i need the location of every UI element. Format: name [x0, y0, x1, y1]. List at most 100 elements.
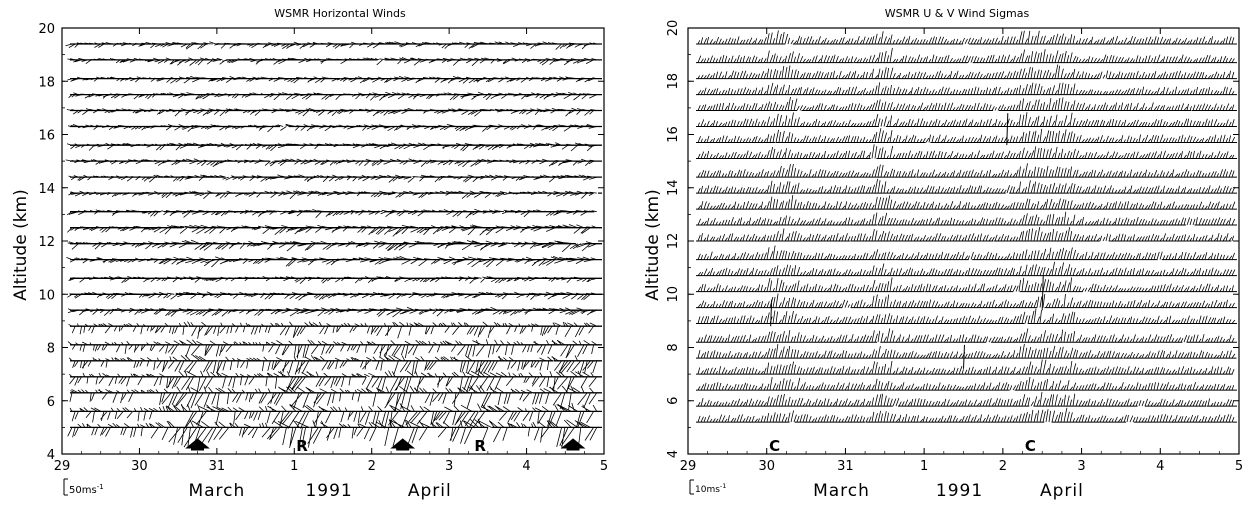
profile-row	[696, 328, 1237, 343]
profile-barbs	[697, 163, 1235, 178]
x-axis: 29 30 31 1 2 3 4 5	[54, 28, 608, 474]
profile-barbs	[697, 178, 1236, 194]
y-tick-label: 4	[47, 448, 55, 463]
profile-row	[66, 208, 597, 219]
y-tick-label: 10	[666, 286, 681, 303]
profile-row	[696, 82, 1237, 96]
profile-barbs	[67, 306, 597, 318]
profile-row	[68, 174, 602, 183]
profile-barbs	[66, 107, 597, 117]
profile-barbs	[697, 376, 1235, 391]
profile-barbs	[67, 57, 597, 67]
chart-title: WSMR U & V Wind Sigmas	[885, 7, 1030, 20]
profile-row	[696, 96, 1237, 111]
profile-row	[68, 354, 602, 376]
profile-barbs	[697, 359, 1235, 375]
profile-barbs	[65, 41, 597, 50]
profile-row	[696, 391, 1237, 407]
event-label: R	[296, 437, 308, 455]
y-tick-label: 18	[38, 75, 55, 90]
y-tick-label: 18	[666, 73, 681, 90]
scale-label: 50ms	[69, 485, 97, 496]
profile-row	[696, 211, 1237, 226]
profile-barbs	[67, 123, 597, 133]
profile-row	[696, 261, 1237, 277]
y-tick-label: 6	[666, 397, 681, 405]
sigma-spike	[1006, 113, 1009, 146]
y-tick-label: 16	[38, 129, 55, 144]
y-tick-label: 4	[666, 450, 681, 458]
profile-barbs	[697, 277, 1234, 292]
scale-bar: 50ms-1	[63, 478, 104, 496]
event-label: C	[1025, 437, 1036, 455]
profile-row	[696, 47, 1237, 64]
month-label: April	[408, 481, 452, 501]
event-label: C	[769, 437, 780, 455]
profile-row	[696, 112, 1237, 127]
x-tick-label: 29	[54, 459, 71, 474]
profile-barbs	[67, 75, 597, 84]
y-tick-label: 14	[38, 182, 55, 197]
y-axis: 4 6 8 10 12 14 16 18 20	[666, 20, 1239, 458]
profile-barbs	[697, 96, 1235, 111]
profile-barbs	[697, 64, 1235, 79]
profile-row	[67, 57, 602, 67]
profile-row	[696, 343, 1237, 359]
x-tick-label: 1	[290, 459, 298, 474]
sigma-profiles	[696, 30, 1237, 423]
profile-row	[67, 306, 602, 318]
profile-barbs	[67, 224, 597, 237]
profile-barbs	[68, 354, 598, 376]
profile-row	[696, 226, 1235, 242]
profile-row	[696, 195, 1237, 210]
cloud-event-symbol	[390, 438, 416, 451]
x-tick-label: 30	[758, 459, 775, 474]
x-tick-label: 30	[131, 459, 148, 474]
x-tick-label: 5	[1235, 459, 1243, 474]
month-label: 1991	[936, 481, 983, 501]
x-axis: 29 30 31 1 2 3 4 5	[680, 28, 1243, 474]
event-label: R	[474, 437, 486, 455]
sigma-spike	[770, 299, 773, 327]
y-axis-label: Altitude (km)	[11, 189, 31, 301]
profile-row	[68, 276, 602, 284]
x-tick-label: 4	[522, 459, 530, 474]
profile-row	[696, 308, 1237, 324]
profile-row	[696, 144, 1237, 159]
x-tick-label: 2	[999, 459, 1007, 474]
profile-row	[66, 107, 602, 117]
profile-row	[696, 163, 1237, 178]
y-axis-label: Altitude (km)	[643, 189, 663, 301]
x-tick-label: 4	[1156, 459, 1164, 474]
profile-row	[696, 293, 1237, 309]
profile-barbs	[68, 276, 597, 284]
month-labels: March 1991 April	[813, 481, 1083, 501]
x-tick-label: 1	[920, 459, 928, 474]
profile-row	[696, 376, 1237, 391]
y-tick-label: 8	[47, 342, 55, 357]
x-tick-label: 31	[209, 459, 226, 474]
profile-barbs	[697, 30, 1235, 45]
month-label: March	[813, 481, 870, 501]
profile-barbs	[697, 245, 1235, 260]
profile-barbs	[697, 293, 1235, 308]
profile-barbs	[68, 321, 597, 339]
x-tick-label: 5	[600, 459, 608, 474]
panel-horizontal-winds: WSMR Horizontal Winds Altitude (km) 4 6 8 1…	[11, 7, 608, 501]
y-tick-label: 12	[666, 233, 681, 250]
profile-row	[68, 91, 602, 101]
profile-barbs	[697, 82, 1235, 95]
profile-barbs	[697, 144, 1235, 159]
profile-barbs	[65, 158, 597, 168]
x-tick-label: 3	[445, 459, 453, 474]
y-tick-label: 8	[666, 343, 681, 351]
x-tick-label: 3	[1077, 459, 1085, 474]
month-label: 1991	[305, 481, 352, 501]
profile-barbs	[697, 407, 1235, 423]
profile-row	[67, 75, 602, 84]
y-tick-label: 12	[38, 235, 55, 250]
scale-exponent: -1	[97, 483, 104, 491]
sigma-spike	[963, 344, 965, 369]
